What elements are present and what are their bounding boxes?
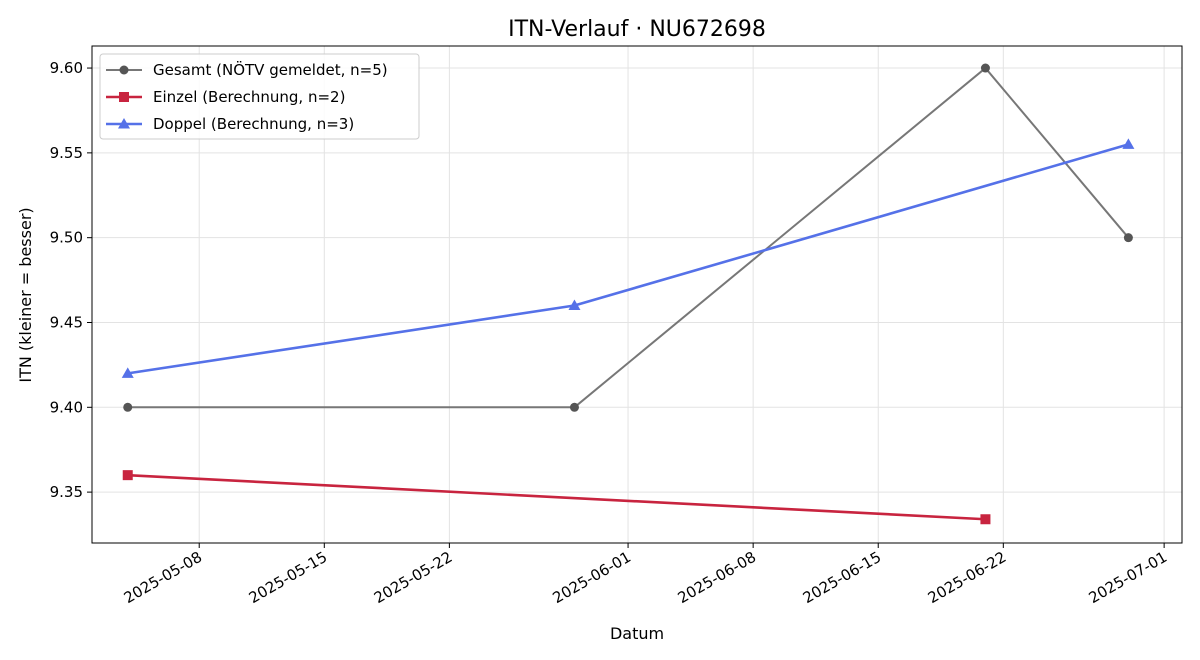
y-tick-label: 9.40	[50, 398, 83, 416]
data-point	[568, 299, 581, 311]
data-point	[569, 402, 579, 412]
y-tick-label: 9.35	[50, 483, 83, 501]
x-tick-label: 2025-06-08	[675, 548, 760, 607]
x-tick-label: 2025-05-22	[371, 548, 456, 607]
x-tick-label: 2025-06-01	[550, 548, 635, 607]
x-tick-label: 2025-05-08	[121, 548, 206, 607]
x-axis: 2025-05-08 2025-05-15 2025-05-22 2025-06-01…	[121, 543, 1170, 607]
series-2	[121, 138, 1135, 378]
series-line	[127, 67, 1130, 409]
legend-label: Gesamt (NÖTV gemeldet, n=5)	[153, 60, 388, 79]
data-point	[980, 63, 990, 73]
legend-swatch-marker	[118, 118, 130, 129]
legend-box	[99, 53, 420, 140]
x-tick-label: 2025-06-15	[800, 548, 885, 607]
legend-swatch-marker	[119, 65, 129, 75]
plot-frame	[91, 45, 1183, 544]
y-tick-label: 9.50	[50, 229, 83, 247]
y-tick-label: 9.45	[50, 313, 83, 331]
data-point	[1123, 233, 1133, 243]
y-tick-label: 9.60	[50, 59, 83, 77]
series-0	[123, 63, 1133, 412]
grid	[92, 46, 1182, 543]
x-tick-label: 2025-06-22	[925, 548, 1010, 607]
data-point	[122, 470, 133, 481]
y-axis: 9.35 9.40 9.45 9.50 9.55 9.60	[50, 59, 92, 501]
chart-title: ITN-Verlauf · NU672698	[508, 17, 766, 42]
legend-label: Einzel (Berechnung, n=2)	[153, 88, 345, 106]
legend-item: Einzel (Berechnung, n=2)	[106, 88, 345, 106]
x-axis-title: Datum	[610, 624, 664, 643]
series-1	[122, 470, 991, 525]
series-line	[127, 473, 986, 521]
legend-item: Doppel (Berechnung, n=3)	[106, 115, 354, 133]
x-tick-label: 2025-07-01	[1086, 548, 1171, 607]
y-tick-label: 9.55	[50, 144, 83, 162]
legend: Gesamt (NÖTV gemeldet, n=5) Einzel (Berec…	[99, 53, 420, 140]
data-point	[980, 514, 991, 525]
x-tick-label: 2025-05-15	[246, 548, 331, 607]
y-axis-title: ITN (kleiner = besser)	[16, 207, 35, 382]
series-layer	[121, 63, 1135, 525]
data-point	[123, 402, 133, 412]
legend-swatch-marker	[119, 92, 129, 102]
legend-item: Gesamt (NÖTV gemeldet, n=5)	[106, 60, 388, 79]
data-point	[1122, 138, 1135, 149]
legend-label: Doppel (Berechnung, n=3)	[153, 115, 354, 133]
data-point	[121, 367, 134, 378]
